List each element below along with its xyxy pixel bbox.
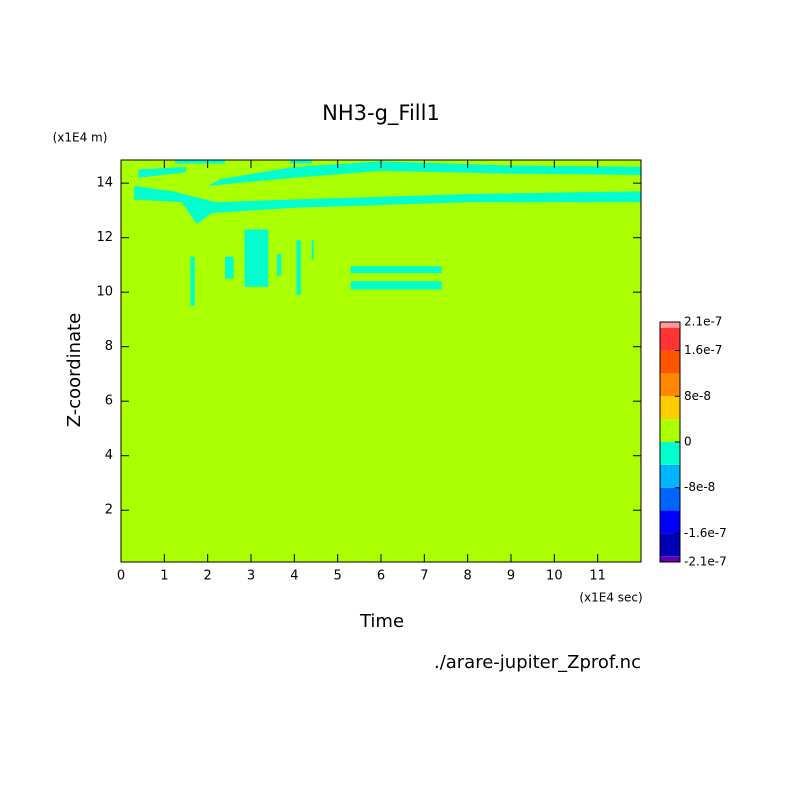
contour-region bbox=[175, 160, 225, 164]
colorbar-band bbox=[660, 556, 680, 562]
contour-region bbox=[207, 161, 641, 186]
contour-region bbox=[277, 254, 282, 276]
contour-region bbox=[296, 240, 301, 295]
y-unit: (x1E4 m) bbox=[53, 131, 108, 145]
x-tick-label: 7 bbox=[420, 569, 428, 584]
x-tick-label: 8 bbox=[464, 569, 472, 584]
colorbar-band bbox=[660, 533, 680, 557]
contour-region bbox=[350, 266, 442, 274]
contour-region bbox=[311, 240, 314, 260]
colorbar-tick-label: -8e-8 bbox=[684, 480, 715, 494]
contour-region bbox=[134, 185, 641, 225]
colorbar-tick-label: 1.6e-7 bbox=[684, 343, 722, 357]
x-tick-label: 3 bbox=[247, 569, 255, 584]
x-tick-label: 11 bbox=[589, 569, 606, 584]
colorbar-tick-label: 0 bbox=[684, 435, 692, 449]
contour-region bbox=[225, 256, 234, 279]
x-axis-label: Time bbox=[359, 611, 404, 632]
colorbar-band bbox=[660, 419, 680, 442]
x-tick-label: 10 bbox=[546, 569, 563, 584]
x-tick-label: 1 bbox=[160, 569, 168, 584]
source-file: ./arare-jupiter_Zprof.nc bbox=[434, 652, 641, 673]
chart-title: NH3-g_Fill1 bbox=[322, 101, 440, 126]
contour-region bbox=[350, 281, 442, 290]
colorbar-tick-label: -2.1e-7 bbox=[684, 555, 727, 569]
colorbar-band bbox=[660, 442, 680, 465]
colorbar-band bbox=[660, 322, 680, 328]
contour-region bbox=[138, 166, 186, 178]
colorbar-band bbox=[660, 396, 680, 420]
colorbar-band bbox=[660, 510, 680, 534]
y-axis-label: Z-coordinate bbox=[64, 313, 85, 428]
x-tick-label: 6 bbox=[377, 569, 385, 584]
x-tick-label: 4 bbox=[290, 569, 298, 584]
colorbar-band bbox=[660, 373, 680, 397]
x-tick-label: 9 bbox=[507, 569, 515, 584]
colorbar-tick-label: -1.6e-7 bbox=[684, 526, 727, 540]
y-tick-label: 6 bbox=[105, 394, 113, 409]
x-tick-label: 5 bbox=[334, 569, 342, 584]
y-tick-label: 4 bbox=[105, 448, 113, 463]
y-tick-label: 14 bbox=[96, 176, 113, 191]
y-tick-label: 12 bbox=[96, 230, 113, 245]
contour-region bbox=[190, 256, 195, 306]
plot-background bbox=[121, 160, 641, 562]
colorbar-tick-label: 2.1e-7 bbox=[684, 315, 722, 329]
x-unit: (x1E4 sec) bbox=[579, 591, 642, 605]
contour-region bbox=[244, 229, 269, 287]
colorbar-band bbox=[660, 327, 680, 351]
x-tick-label: 2 bbox=[204, 569, 212, 584]
colorbar-band bbox=[660, 350, 680, 374]
colorbar-band bbox=[660, 464, 680, 488]
colorbar-tick-label: 8e-8 bbox=[684, 389, 711, 403]
y-tick-label: 10 bbox=[96, 285, 113, 300]
colorbar-band bbox=[660, 487, 680, 511]
y-tick-label: 2 bbox=[105, 503, 113, 518]
x-tick-label: 0 bbox=[117, 569, 125, 584]
contour-region bbox=[290, 160, 312, 164]
y-tick-label: 8 bbox=[105, 339, 113, 354]
